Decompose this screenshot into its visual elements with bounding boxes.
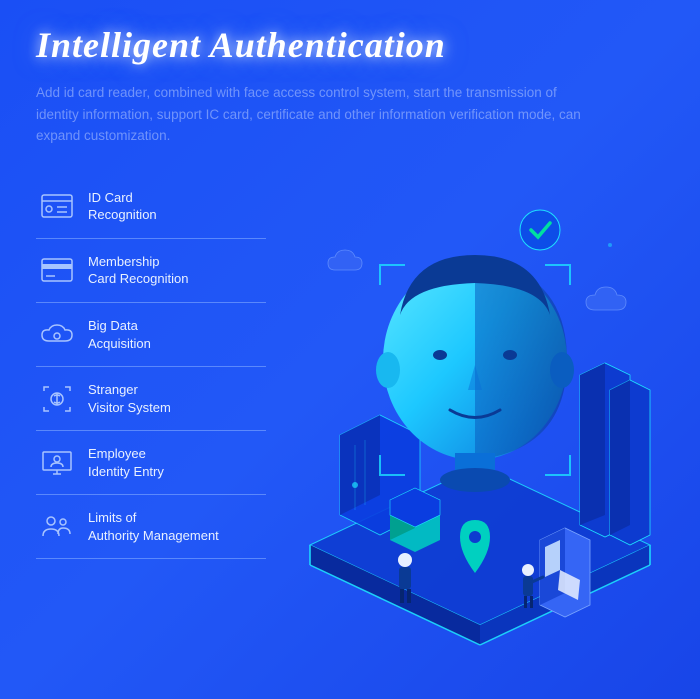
feature-item: ID Card Recognition xyxy=(36,175,266,239)
id-card-icon xyxy=(40,192,74,220)
feature-item: Membership Card Recognition xyxy=(36,239,266,303)
feature-item: Employee Identity Entry xyxy=(36,431,266,495)
page-description: Add id card reader, combined with face a… xyxy=(36,82,596,147)
feature-item: Big Data Acquisition xyxy=(36,303,266,367)
page-title: Intelligent Authentication xyxy=(36,24,664,66)
feature-list: ID Card Recognition Membership Card Reco… xyxy=(36,175,266,560)
cloud-data-icon xyxy=(40,321,74,349)
feature-label: Limits of Authority Management xyxy=(88,509,219,544)
feature-item: Limits of Authority Management xyxy=(36,495,266,559)
feature-label: Stranger Visitor System xyxy=(88,381,171,416)
monitor-person-icon xyxy=(40,449,74,477)
feature-label: Employee Identity Entry xyxy=(88,445,164,480)
people-settings-icon xyxy=(40,513,74,541)
feature-label: ID Card Recognition xyxy=(88,189,157,224)
membership-card-icon xyxy=(40,256,74,284)
feature-label: Big Data Acquisition xyxy=(88,317,151,352)
feature-label: Membership Card Recognition xyxy=(88,253,188,288)
scan-face-icon xyxy=(40,385,74,413)
feature-item: Stranger Visitor System xyxy=(36,367,266,431)
